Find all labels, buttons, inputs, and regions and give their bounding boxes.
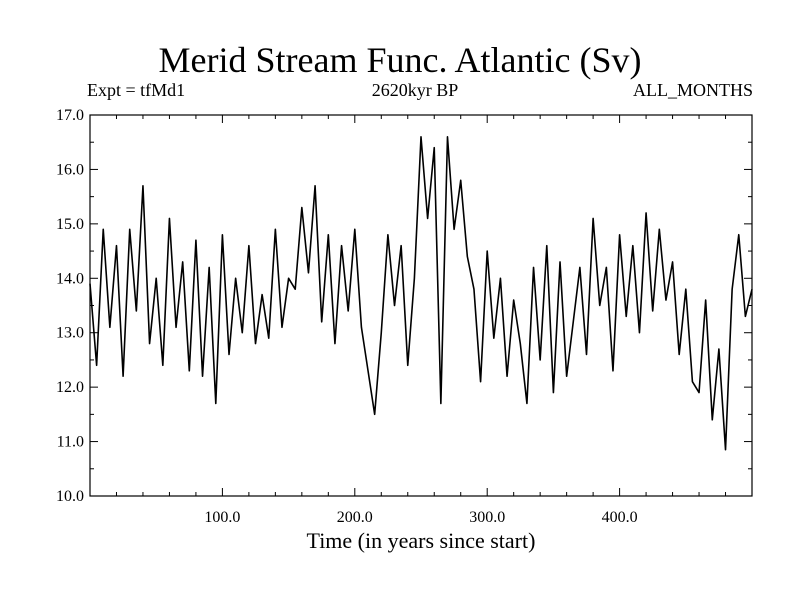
x-tick-label: 300.0 [469, 509, 505, 526]
chart-subtitle: 2620kyr BP [371, 80, 459, 100]
y-tick-label: 16.0 [56, 161, 84, 178]
y-tick-label: 17.0 [56, 107, 84, 124]
chart-title: Merid Stream Func. Atlantic (Sv) [158, 40, 642, 80]
x-tick-label: 400.0 [602, 509, 638, 526]
y-tick-label: 10.0 [56, 488, 84, 505]
x-tick-label: 100.0 [204, 509, 240, 526]
plot-frame [89, 114, 753, 497]
months-label: ALL_MONTHS [633, 80, 753, 100]
y-tick-label: 13.0 [56, 325, 84, 342]
series-line [89, 135, 753, 451]
y-tick-label: 14.0 [56, 270, 84, 287]
y-tick-label: 12.0 [56, 379, 84, 396]
tick-labels: 10.0 11.0 12.0 13.0 14.0 15.0 16.0 17.0 100.0 200… [56, 107, 638, 526]
x-tick-label: 200.0 [337, 509, 373, 526]
experiment-label: Expt = tfMd1 [87, 80, 186, 100]
y-tick-label: 15.0 [56, 216, 84, 233]
x-axis-label: Time (in years since start) [306, 528, 536, 553]
series-layer [89, 135, 753, 451]
y-tick-label: 11.0 [57, 434, 84, 451]
